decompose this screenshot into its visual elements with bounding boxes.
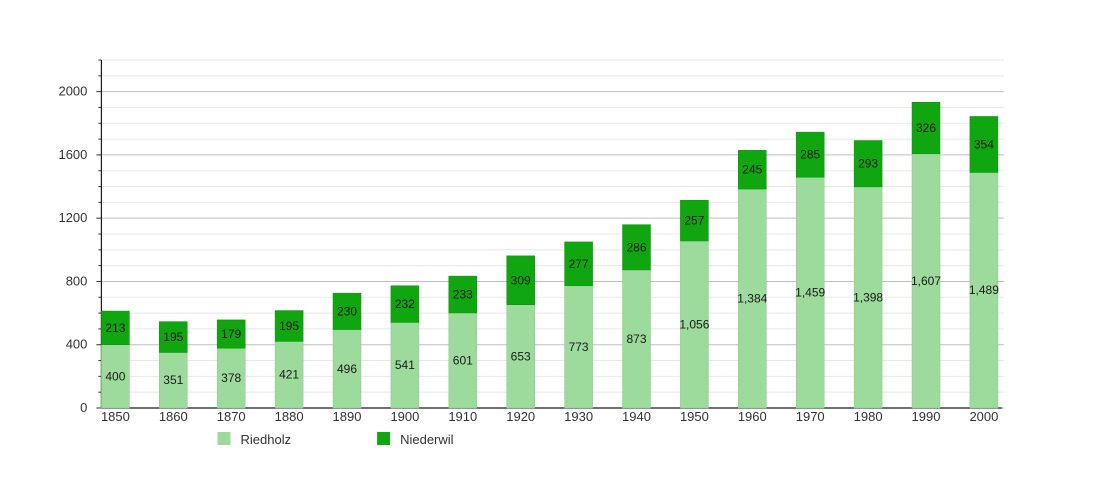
svg-text:1930: 1930 (564, 409, 593, 424)
svg-text:Riedholz: Riedholz (241, 432, 292, 447)
svg-text:1950: 1950 (680, 409, 709, 424)
svg-text:1940: 1940 (622, 409, 651, 424)
svg-text:1900: 1900 (390, 409, 419, 424)
svg-text:277: 277 (569, 257, 589, 271)
svg-text:1,489: 1,489 (969, 283, 999, 297)
svg-text:773: 773 (569, 340, 589, 354)
svg-text:1,384: 1,384 (737, 292, 767, 306)
svg-text:195: 195 (279, 319, 299, 333)
svg-text:1970: 1970 (796, 409, 825, 424)
svg-text:2000: 2000 (58, 84, 87, 99)
svg-text:653: 653 (511, 349, 531, 363)
svg-text:541: 541 (395, 358, 415, 372)
svg-text:1600: 1600 (58, 147, 87, 162)
svg-text:2000: 2000 (969, 409, 998, 424)
svg-text:1,056: 1,056 (679, 317, 709, 331)
svg-text:1960: 1960 (738, 409, 767, 424)
svg-text:257: 257 (684, 214, 704, 228)
svg-text:1860: 1860 (159, 409, 188, 424)
svg-text:1920: 1920 (506, 409, 535, 424)
svg-text:1910: 1910 (448, 409, 477, 424)
svg-text:601: 601 (453, 353, 473, 367)
svg-text:Niederwil: Niederwil (400, 432, 454, 447)
svg-text:232: 232 (395, 297, 415, 311)
svg-text:1,398: 1,398 (853, 290, 883, 304)
svg-text:293: 293 (858, 157, 878, 171)
svg-text:230: 230 (337, 304, 357, 318)
svg-text:0: 0 (80, 400, 87, 415)
svg-text:213: 213 (105, 321, 125, 335)
svg-text:351: 351 (163, 373, 183, 387)
svg-text:245: 245 (742, 163, 762, 177)
svg-text:286: 286 (626, 240, 646, 254)
svg-text:309: 309 (511, 273, 531, 287)
svg-text:873: 873 (626, 332, 646, 346)
svg-text:1,607: 1,607 (911, 274, 941, 288)
svg-text:400: 400 (66, 337, 88, 352)
svg-text:1850: 1850 (101, 409, 130, 424)
svg-text:421: 421 (279, 368, 299, 382)
svg-text:233: 233 (453, 288, 473, 302)
svg-text:195: 195 (163, 330, 183, 344)
svg-text:400: 400 (105, 369, 125, 383)
svg-text:1980: 1980 (854, 409, 883, 424)
svg-text:354: 354 (974, 137, 994, 151)
svg-text:179: 179 (221, 327, 241, 341)
svg-text:1990: 1990 (912, 409, 941, 424)
svg-text:378: 378 (221, 371, 241, 385)
svg-text:800: 800 (66, 273, 88, 288)
svg-text:1880: 1880 (275, 409, 304, 424)
svg-text:285: 285 (800, 148, 820, 162)
svg-text:1870: 1870 (217, 409, 246, 424)
svg-text:1200: 1200 (58, 210, 87, 225)
svg-text:1,459: 1,459 (795, 286, 825, 300)
svg-text:496: 496 (337, 362, 357, 376)
svg-text:1890: 1890 (333, 409, 362, 424)
svg-text:326: 326 (916, 121, 936, 135)
